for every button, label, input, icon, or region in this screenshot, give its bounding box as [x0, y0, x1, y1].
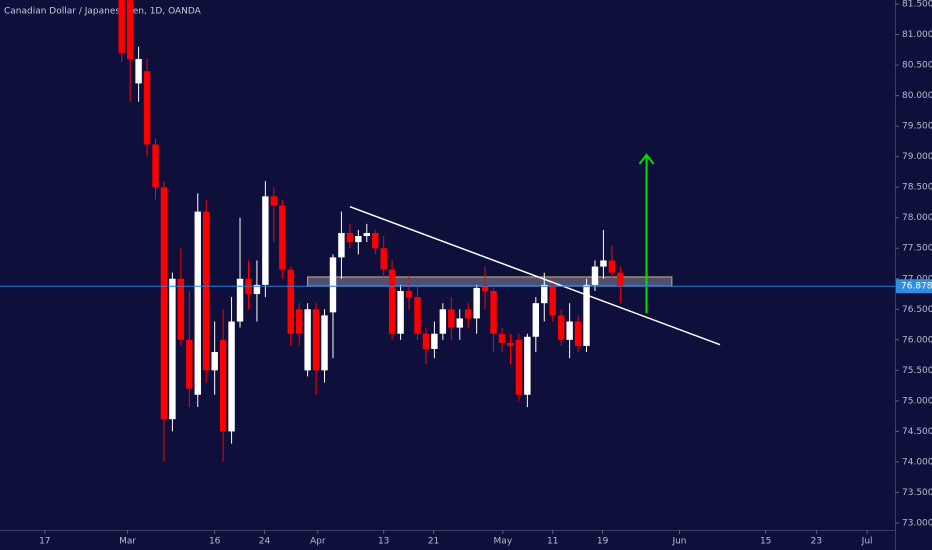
candle-body	[346, 232, 354, 243]
candle-body	[219, 339, 227, 432]
candle-body	[194, 211, 201, 395]
candle-body	[329, 257, 337, 313]
x-tick-label: 19	[597, 537, 609, 547]
y-tick-label: 79.000	[902, 152, 932, 162]
y-tick-label: 77.500	[902, 244, 932, 254]
candle-body	[295, 309, 303, 334]
y-tick-label: 78.000	[902, 213, 932, 223]
candle-body	[414, 297, 421, 334]
candle-body	[456, 318, 463, 328]
candle-body	[507, 342, 514, 346]
x-tick-label: Jun	[671, 537, 686, 547]
candle-body	[524, 336, 531, 395]
y-tick-label: 81.500	[902, 0, 932, 10]
candle-body	[549, 284, 556, 316]
candle-body	[287, 269, 294, 334]
y-tick-label: 80.000	[902, 91, 932, 101]
y-tick-label: 78.500	[902, 183, 932, 193]
chart-title: Canadian Dollar / Japanese Yen, 1D, OAND…	[4, 7, 202, 17]
y-tick-label: 80.500	[902, 61, 932, 71]
last-price-label: 76.878	[901, 282, 932, 292]
y-tick-label: 73.000	[902, 518, 932, 528]
candle-body	[498, 333, 506, 343]
x-tick-label: 21	[428, 537, 439, 547]
y-tick-label: 81.000	[902, 30, 932, 40]
candle-body	[355, 236, 362, 243]
candle-body	[481, 284, 489, 291]
candle-body	[541, 284, 548, 304]
candle-body	[236, 278, 244, 322]
candle-body	[422, 333, 430, 349]
candle-body	[304, 309, 311, 371]
y-tick-label: 76.000	[902, 335, 932, 345]
candle-body	[169, 278, 176, 420]
candle-body	[473, 287, 480, 319]
x-tick-label: 15	[760, 537, 771, 547]
y-tick-label: 75.500	[902, 366, 932, 376]
x-tick-label: 23	[811, 537, 822, 547]
candle-body	[338, 232, 345, 258]
candle-body	[574, 321, 582, 346]
x-tick-label: 16	[209, 537, 221, 547]
candle-body	[279, 205, 286, 270]
x-tick-label: Mar	[119, 537, 136, 547]
y-tick-label: 75.000	[902, 396, 932, 406]
candle-body	[211, 352, 218, 371]
candle-body	[405, 290, 413, 298]
candle-body	[177, 278, 185, 340]
candle-body	[186, 339, 193, 389]
x-tick-label: 24	[259, 537, 271, 547]
x-tick-label: Jul	[861, 537, 873, 547]
y-tick-label: 74.500	[902, 427, 932, 437]
candle-body	[388, 269, 396, 334]
x-tick-label: May	[494, 537, 513, 547]
candle-body	[490, 290, 497, 334]
candle-body	[566, 321, 573, 340]
candle-body	[363, 232, 371, 237]
candle-body	[591, 266, 599, 285]
candle-body	[270, 196, 278, 206]
candle-body	[397, 290, 404, 334]
y-tick-label: 73.500	[902, 488, 932, 498]
candle-body	[600, 260, 607, 267]
candle-body	[583, 284, 590, 346]
x-tick-label: Apr	[310, 537, 326, 547]
y-tick-label: 79.500	[902, 122, 932, 132]
candle-body	[372, 232, 379, 249]
candle-body	[118, 0, 125, 53]
candle-body	[160, 187, 168, 420]
candle-body	[321, 315, 328, 371]
candle-body	[262, 196, 269, 285]
x-tick-label: 13	[378, 537, 389, 547]
candle-body	[557, 315, 565, 340]
candle-body	[135, 58, 142, 84]
candle-body	[439, 309, 447, 334]
candle-body	[431, 333, 438, 349]
candle-body	[515, 339, 523, 395]
x-tick-label: 11	[547, 537, 558, 547]
candle-body	[464, 309, 472, 319]
candle-body	[380, 248, 387, 270]
candle-body	[203, 211, 210, 371]
candle-body	[617, 272, 624, 287]
candle-body	[152, 144, 159, 188]
arrow-head	[638, 153, 655, 165]
candle-body	[228, 321, 235, 432]
trendline	[349, 206, 721, 346]
candle-body	[448, 309, 455, 328]
candle-body	[253, 284, 261, 295]
last-price-tag	[896, 279, 932, 294]
candle-body	[126, 0, 134, 59]
x-tick-label: 17	[39, 537, 50, 547]
y-tick-label: 74.000	[902, 457, 932, 467]
candle-body	[143, 71, 151, 145]
y-tick-label: 76.500	[902, 305, 932, 315]
candle-body	[312, 309, 320, 371]
candle-body	[532, 303, 540, 337]
candle-body	[608, 260, 616, 273]
